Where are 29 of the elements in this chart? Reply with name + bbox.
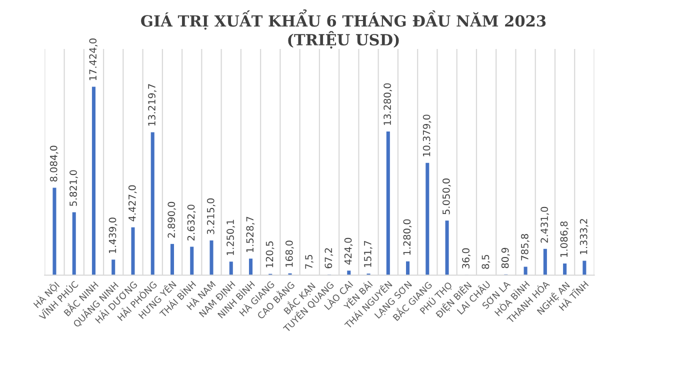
data-label: 7,5 (305, 254, 314, 269)
data-label: 151,7 (364, 241, 372, 267)
data-label: 8.084,0 (50, 146, 58, 182)
data-label: 5.050,0 (442, 178, 451, 214)
data-label: 785,8 (521, 234, 530, 260)
data-label: 10.379,0 (422, 114, 432, 156)
data-label: 1.086,8 (560, 221, 569, 257)
data-label: 1.333,2 (580, 219, 588, 254)
data-label: 67,2 (324, 248, 334, 268)
data-label: 1.439,0 (108, 218, 118, 254)
data-label: 4.427,0 (128, 185, 137, 222)
data-label: 168,0 (285, 240, 294, 267)
data-label: 2.632,0 (187, 204, 196, 240)
data-label: 424,0 (344, 238, 353, 265)
data-label: 17.424,0 (89, 38, 98, 80)
data-label: 8,5 (482, 254, 490, 269)
data-label: 120,5 (266, 241, 274, 268)
chart-title: GIÁ TRỊ XUẤT KHẨU 6 THÁNG ĐẦU NĂM 2023 (TRIỆU USD) (141, 9, 546, 49)
data-label: 36,0 (462, 248, 470, 269)
data-label: 2.431,0 (540, 206, 549, 243)
data-label: 1.528,7 (246, 216, 255, 252)
data-label: 3.215,0 (206, 198, 216, 234)
data-label: 80,9 (501, 248, 510, 268)
data-label: 13.219,7 (148, 84, 156, 126)
data-label: 1.250,1 (226, 220, 235, 256)
data-label: 5.821,0 (70, 170, 78, 206)
data-label: 13.280,0 (384, 83, 392, 125)
data-label: 1.280,0 (403, 219, 412, 255)
data-label: 2.890,0 (168, 202, 176, 238)
